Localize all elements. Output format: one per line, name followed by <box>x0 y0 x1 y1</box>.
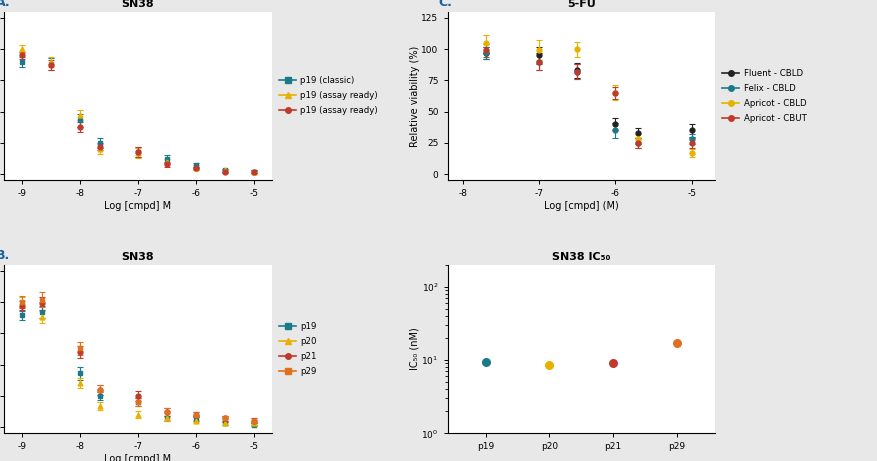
Legend: p19, p20, p21, p29: p19, p20, p21, p29 <box>279 322 317 376</box>
Text: B.: B. <box>0 249 10 262</box>
Y-axis label: Relative viability (%): Relative viability (%) <box>410 45 419 147</box>
X-axis label: Log [cmpd] M: Log [cmpd] M <box>104 201 171 211</box>
Point <box>542 361 556 369</box>
X-axis label: Log [cmpd] (M): Log [cmpd] (M) <box>543 201 617 211</box>
Text: C.: C. <box>438 0 453 9</box>
Legend: Fluent - CBLD, Felix - CBLD, Apricot - CBLD, Apricot - CBUT: Fluent - CBLD, Felix - CBLD, Apricot - C… <box>721 69 805 123</box>
Point <box>605 360 619 367</box>
Legend: p19 (classic), p19 (assay ready), p19 (assay ready): p19 (classic), p19 (assay ready), p19 (a… <box>279 77 378 115</box>
Title: SN38 IC₅₀: SN38 IC₅₀ <box>552 253 610 262</box>
Y-axis label: IC₅₀ (nM): IC₅₀ (nM) <box>410 328 419 370</box>
X-axis label: Log [cmpd] M: Log [cmpd] M <box>104 454 171 461</box>
Title: SN38: SN38 <box>122 253 154 262</box>
Point <box>669 339 683 347</box>
Point <box>478 358 492 365</box>
Text: A.: A. <box>0 0 11 9</box>
Title: SN38: SN38 <box>122 0 154 9</box>
Title: 5-FU: 5-FU <box>567 0 595 9</box>
